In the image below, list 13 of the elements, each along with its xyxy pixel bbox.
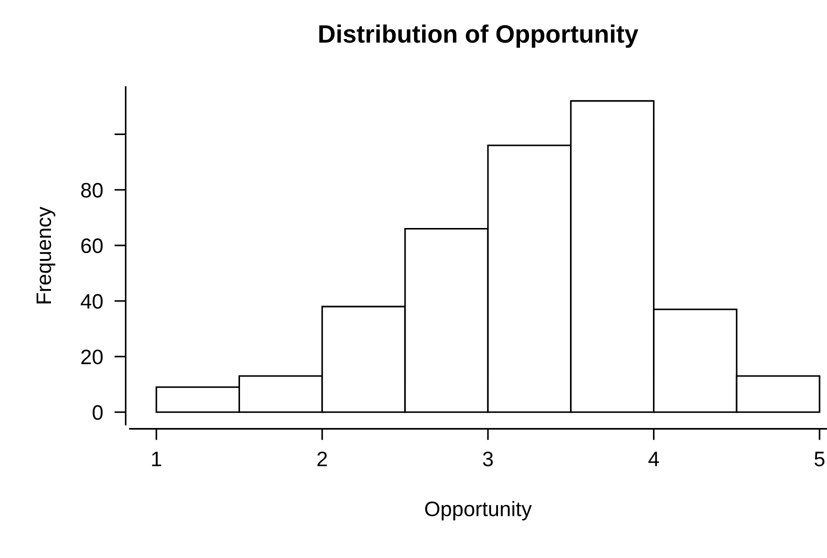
- y-tick-label: 0: [92, 405, 103, 420]
- x-tick-label: 1: [152, 452, 162, 466]
- y-tick-label: 40: [80, 294, 103, 309]
- y-tick-label: 80: [81, 182, 103, 198]
- x-tick-label: 3: [482, 452, 493, 466]
- y-tick-label: 60: [81, 238, 103, 254]
- x-tick-label: 2: [317, 452, 327, 466]
- x-tick-label: 5: [814, 452, 824, 466]
- y-axis-title: Frequency: [36, 206, 56, 304]
- x-axis-title: Opportunity: [425, 501, 532, 520]
- y-tick-label: 20: [81, 350, 103, 364]
- x-tick-label: 4: [648, 452, 659, 466]
- chart-title: Distribution of Opportunity: [319, 24, 638, 48]
